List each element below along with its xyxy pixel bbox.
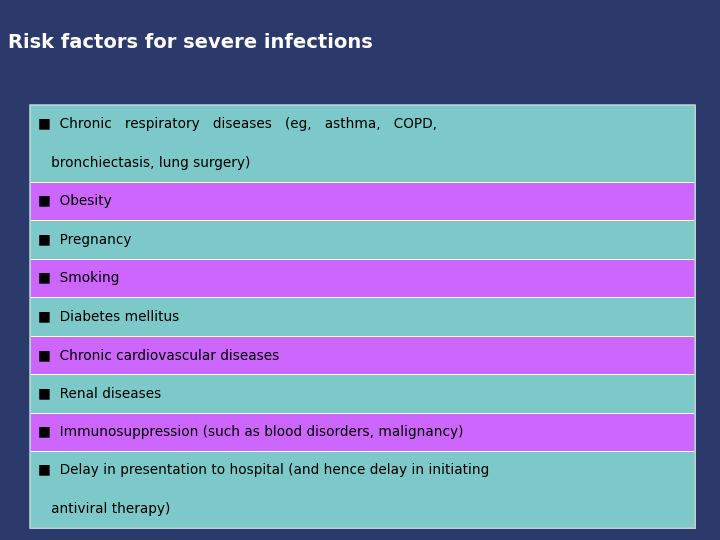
Bar [30, 374, 695, 413]
Bar [30, 336, 695, 374]
Text: antiviral therapy): antiviral therapy) [38, 502, 171, 516]
Text: ■  Smoking: ■ Smoking [38, 271, 120, 285]
Text: ■  Delay in presentation to hospital (and hence delay in initiating: ■ Delay in presentation to hospital (and… [38, 463, 490, 477]
Text: ■  Obesity: ■ Obesity [38, 194, 112, 208]
Text: ■  Pregnancy: ■ Pregnancy [38, 233, 132, 247]
Text: ■  Chronic cardiovascular diseases: ■ Chronic cardiovascular diseases [38, 348, 279, 362]
Text: Risk factors for severe infections: Risk factors for severe infections [8, 32, 373, 51]
Bar [30, 298, 695, 336]
Bar [30, 451, 695, 528]
Text: ■  Diabetes mellitus: ■ Diabetes mellitus [38, 309, 179, 323]
Bar [30, 182, 695, 220]
Text: bronchiectasis, lung surgery): bronchiectasis, lung surgery) [38, 156, 251, 170]
Bar [30, 220, 695, 259]
Text: ■  Renal diseases: ■ Renal diseases [38, 387, 161, 400]
Text: ■  Immunosuppression (such as blood disorders, malignancy): ■ Immunosuppression (such as blood disor… [38, 425, 464, 439]
Bar [30, 105, 695, 182]
Text: ■  Chronic   respiratory   diseases   (eg,   asthma,   COPD,: ■ Chronic respiratory diseases (eg, asth… [38, 117, 437, 131]
Bar [30, 259, 695, 298]
Bar [30, 105, 695, 528]
Bar [30, 413, 695, 451]
